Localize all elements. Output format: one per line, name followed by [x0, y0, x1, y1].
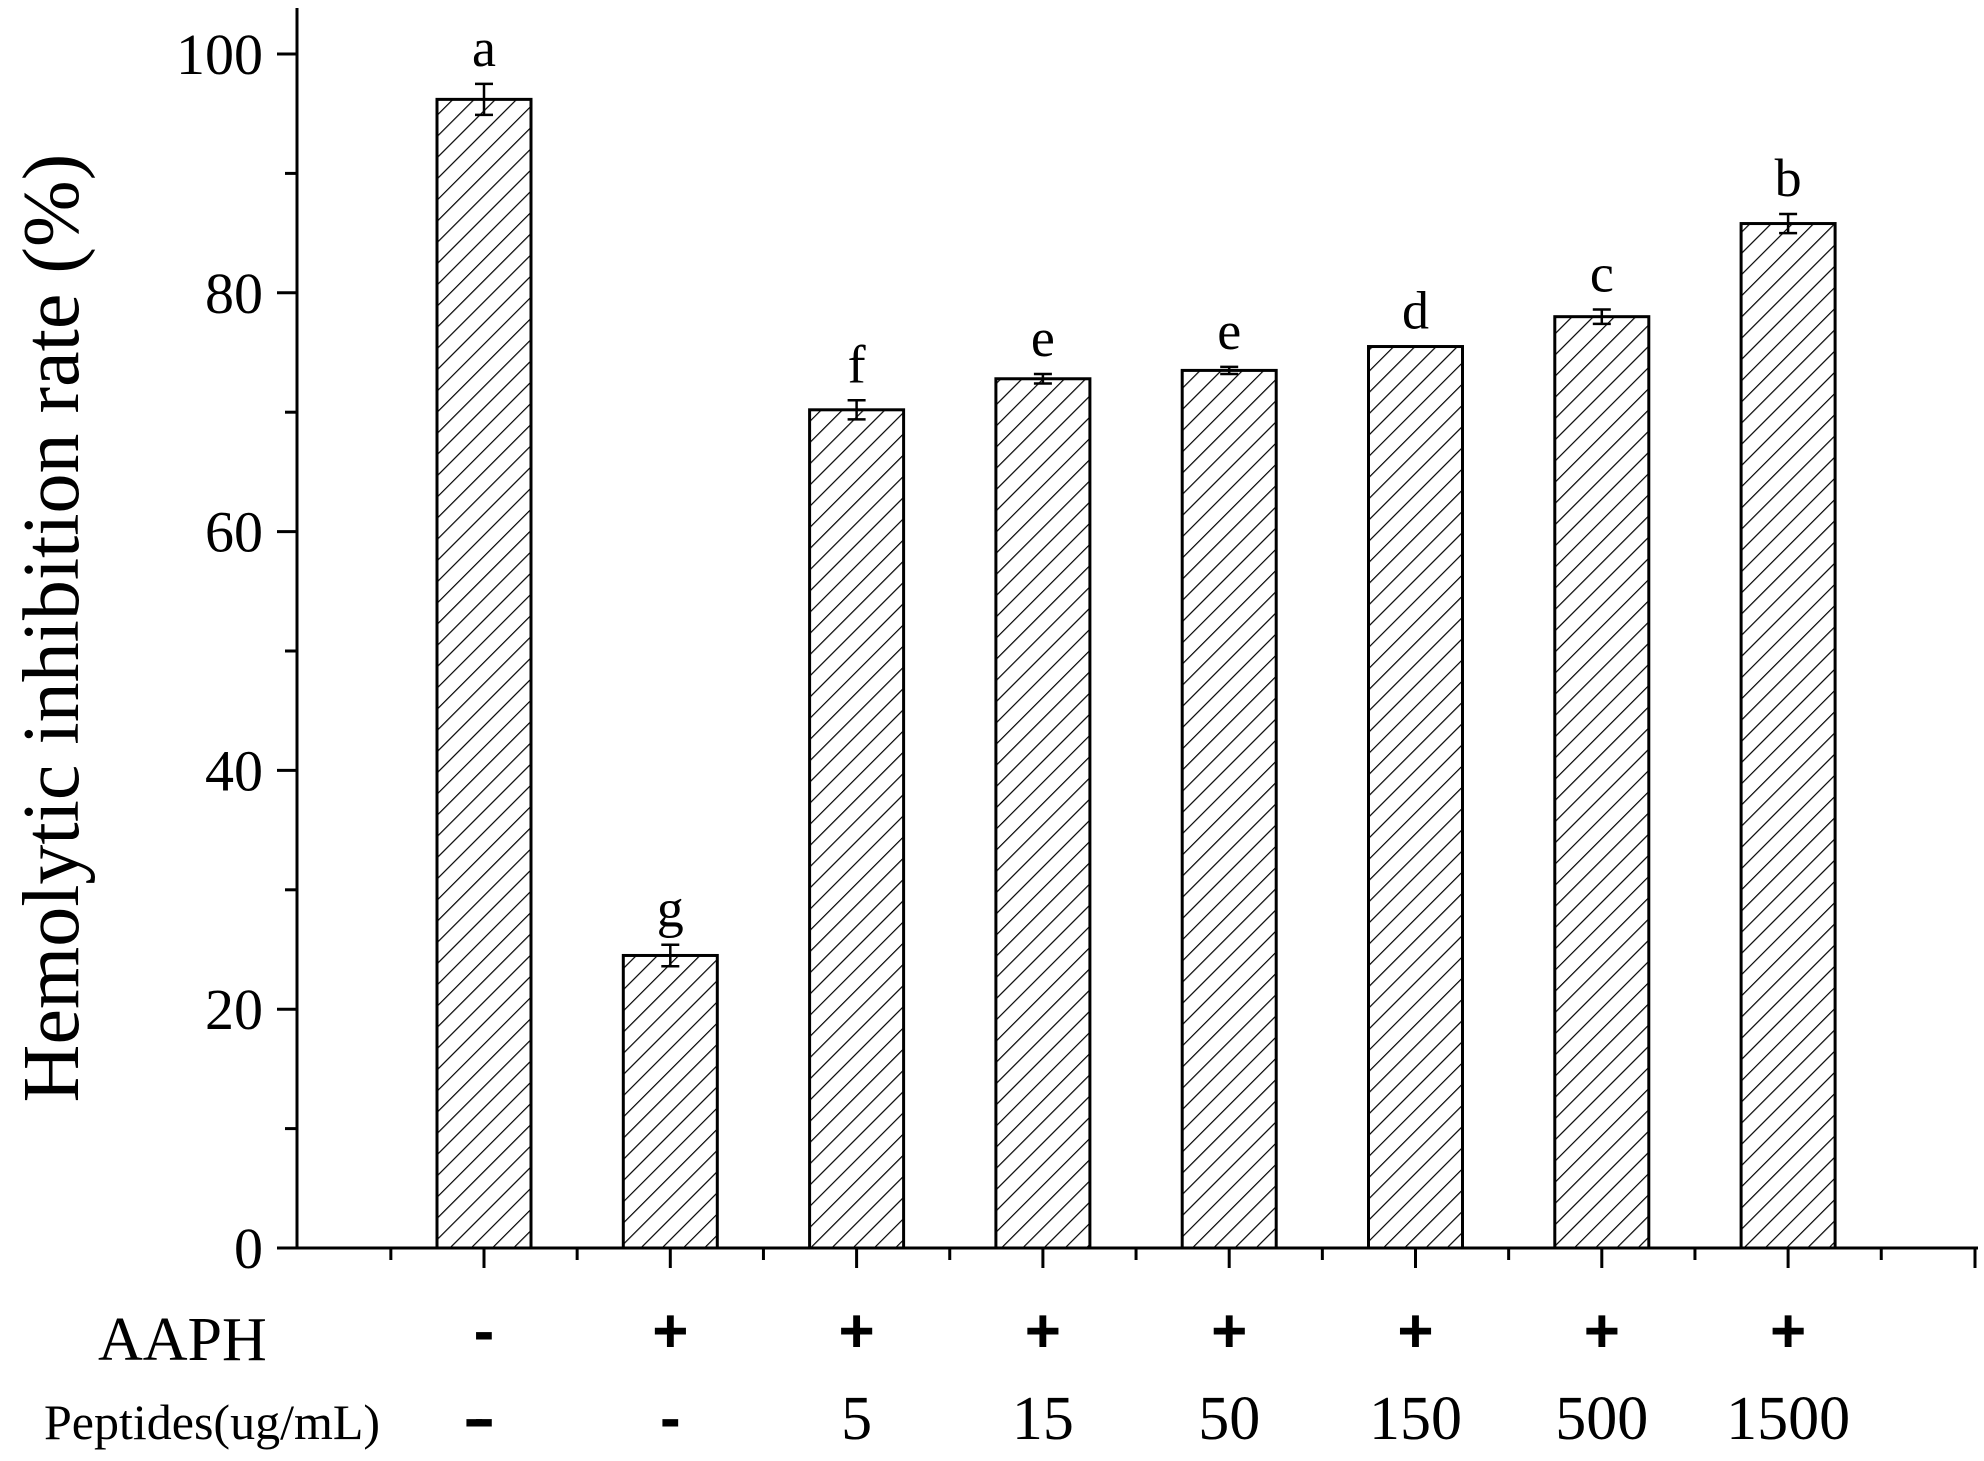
y-tick-label: 20: [205, 977, 263, 1042]
aaph-sign: +: [1770, 1297, 1806, 1366]
bar: [1367, 345, 1464, 1250]
bar: [994, 377, 1092, 1250]
peptide-concentration: 15: [1012, 1385, 1074, 1453]
aaph-sign: +: [652, 1297, 688, 1366]
significance-letter: e: [1031, 308, 1055, 368]
peptide-concentration: -: [660, 1384, 681, 1453]
peptide-concentration: 1500: [1726, 1385, 1850, 1453]
aaph-sign: +: [1584, 1297, 1620, 1366]
bar: [435, 97, 533, 1250]
y-tick-label: 0: [234, 1216, 263, 1281]
y-tick-label: 100: [176, 22, 263, 87]
significance-letter: a: [472, 18, 496, 78]
error-bars: [475, 82, 1798, 968]
bar: [808, 408, 906, 1250]
peptide-concentration: 500: [1555, 1385, 1648, 1453]
y-ticks: 0 20 40 60 80 100: [176, 22, 297, 1281]
bars: [435, 97, 1837, 1250]
y-tick-label: 60: [205, 500, 263, 565]
aaph-sign: +: [838, 1297, 874, 1366]
y-tick-label: 80: [205, 261, 263, 326]
significance-letters: a g f e e d c b: [472, 18, 1802, 939]
aaph-sign: +: [1211, 1297, 1247, 1366]
aaph-row: - + + + + + + +: [474, 1297, 1807, 1366]
bar: [1180, 368, 1278, 1250]
aaph-sign: +: [1025, 1297, 1061, 1366]
significance-letter: b: [1775, 148, 1802, 208]
y-axis-title: Hemolytic inhibition rate (%): [8, 154, 96, 1103]
aaph-sign: -: [474, 1297, 495, 1366]
peptides-row-title: Peptides(ug/mL): [44, 1394, 380, 1450]
bar: [1553, 315, 1651, 1250]
y-tick-label: 40: [205, 738, 263, 803]
axes: [295, 8, 1978, 1250]
x-ticks: [389, 1248, 1977, 1268]
peptide-concentration: 150: [1369, 1385, 1462, 1453]
peptide-concentration: 5: [841, 1385, 872, 1453]
peptide-concentration: -: [474, 1384, 495, 1453]
significance-letter: d: [1402, 281, 1429, 341]
peptides-row: - - 5 15 50 150 500 1500: [474, 1384, 1850, 1453]
significance-letter: e: [1217, 301, 1241, 361]
significance-letter: g: [657, 879, 684, 939]
peptide-concentration: 50: [1198, 1385, 1260, 1453]
aaph-row-title: AAPH: [98, 1306, 267, 1374]
aaph-sign: +: [1397, 1297, 1433, 1366]
bar: [621, 953, 719, 1250]
significance-letter: c: [1590, 244, 1614, 304]
peptides-row-marker: -: [464, 1384, 485, 1453]
bar: [1739, 222, 1837, 1250]
significance-letter: f: [848, 334, 866, 394]
